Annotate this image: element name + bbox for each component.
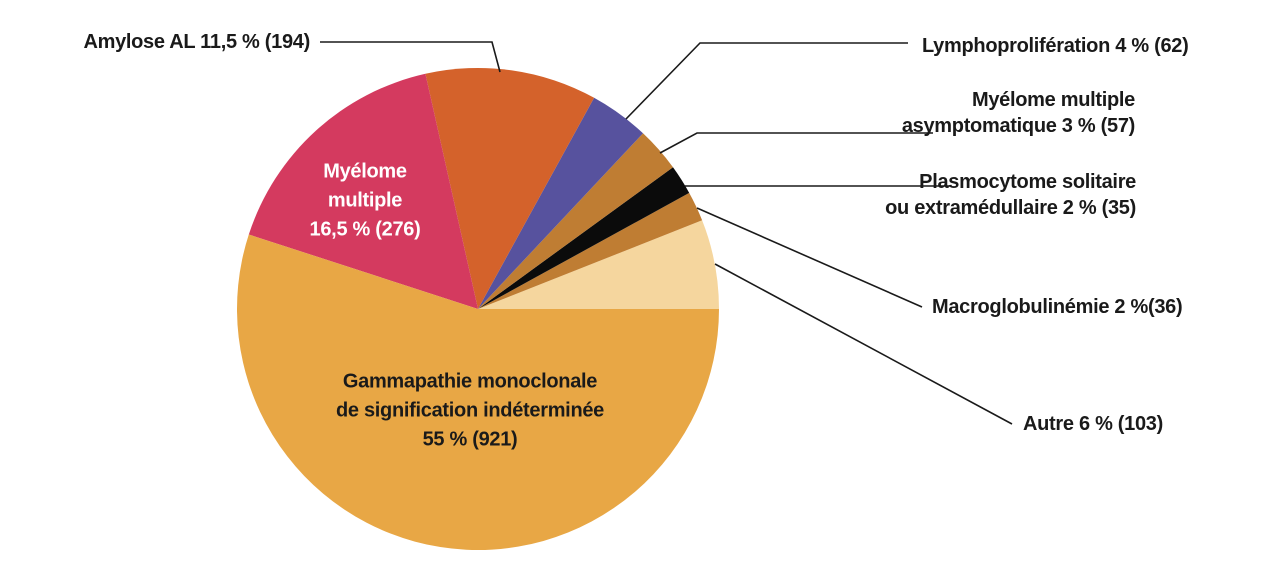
leader-line-myelome-asymptomatique	[659, 132, 933, 154]
callout-line: Plasmocytome solitaire	[919, 171, 1136, 193]
pie-slice-amylose-al	[425, 67, 595, 309]
slice-label-myelome-multiple: Myélome multiple 16,5 % (276)	[310, 158, 421, 245]
leader-line-autre	[714, 263, 1013, 425]
slice-label-line: de signification indéterminée	[335, 399, 605, 422]
leader-line-amylose-al	[320, 41, 501, 73]
callout-line: asymptomatique 3 % (57)	[901, 115, 1135, 137]
pie-slice-myelome-asymptomatique	[478, 133, 673, 309]
callout-line: Autre 6 % (103)	[1023, 413, 1163, 435]
pie-slice-autre	[478, 220, 720, 309]
slice-label-line: Myélome	[323, 160, 407, 183]
leader-lines	[320, 41, 1013, 425]
pie-slice-macroglobulinemie	[478, 192, 703, 309]
slice-label-line: 16,5 % (276)	[309, 218, 421, 241]
callout-plasmocytome: Plasmocytome solitaire ou extramédullair…	[885, 169, 1136, 221]
callout-line: ou extramédullaire 2 % (35)	[885, 197, 1136, 219]
slice-label-line: multiple	[327, 189, 403, 212]
callout-line: Myélome multiple	[971, 89, 1135, 111]
callout-amylose-al: Amylose AL 11,5 % (194)	[83, 29, 310, 55]
slice-label-gammapathie: Gammapathie monoclonale de signification…	[336, 368, 604, 455]
callout-line: Amylose AL 11,5 % (194)	[83, 31, 310, 53]
leader-line-lymphoproliferation	[625, 42, 908, 120]
slice-label-line: 55 % (921)	[422, 428, 518, 451]
callout-macroglobulinemie: Macroglobulinémie 2 %(36)	[932, 294, 1183, 320]
callout-line: Lymphoprolifération 4 % (62)	[922, 35, 1189, 57]
pie-slice-gammapathie	[237, 234, 719, 550]
slice-label-line: Gammapathie monoclonale	[342, 370, 598, 393]
pie-slice-lymphoproliferation	[478, 97, 643, 309]
callout-myelome-asymptomatique: Myélome multiple asymptomatique 3 % (57)	[902, 87, 1135, 139]
leader-line-macroglobulinemie	[696, 207, 923, 308]
pie-slices	[237, 67, 720, 550]
callout-autre: Autre 6 % (103)	[1023, 411, 1163, 437]
callout-line: Macroglobulinémie 2 %(36)	[932, 296, 1183, 318]
callout-lymphoproliferation: Lymphoprolifération 4 % (62)	[922, 33, 1189, 59]
pie-slice-plasmocytome	[478, 167, 690, 309]
pie-slice-myelome-multiple	[248, 73, 478, 309]
